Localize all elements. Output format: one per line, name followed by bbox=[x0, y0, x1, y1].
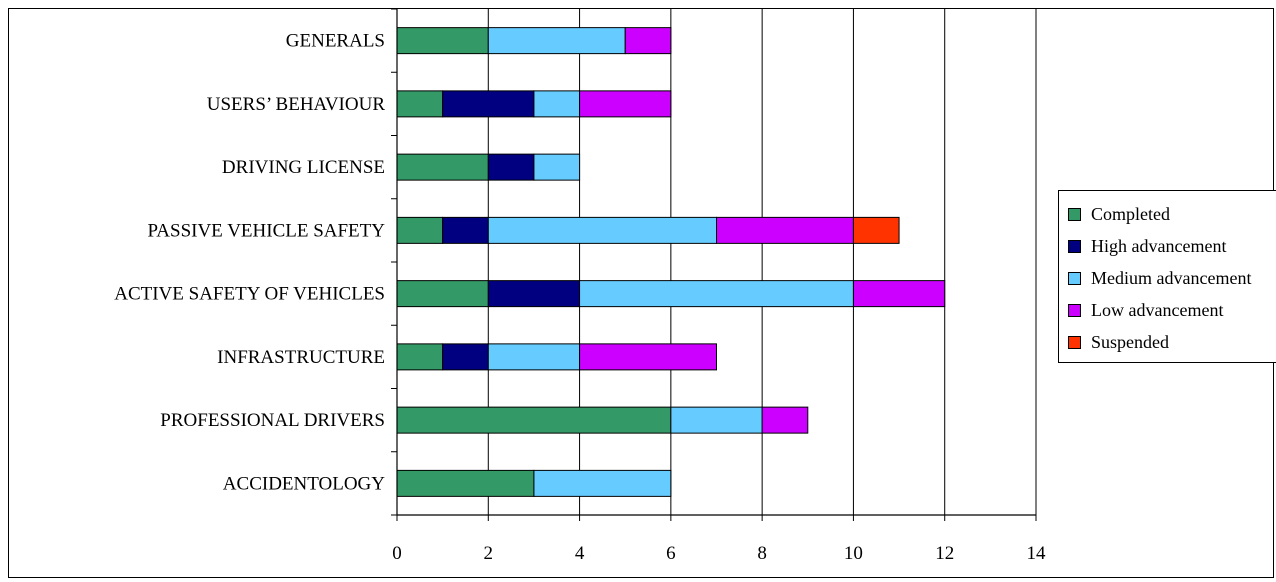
bar-segment bbox=[579, 343, 717, 371]
x-tick-label: 4 bbox=[575, 543, 585, 564]
bar-segment bbox=[579, 90, 672, 118]
legend-swatch bbox=[1068, 207, 1081, 221]
bar-segment bbox=[487, 27, 626, 55]
bar-segment bbox=[487, 343, 581, 371]
legend-swatch bbox=[1068, 335, 1081, 349]
legend-label: High advancement bbox=[1091, 235, 1227, 256]
bar-segment bbox=[533, 90, 581, 118]
bar-segment bbox=[442, 216, 489, 244]
legend-label: Suspended bbox=[1091, 331, 1169, 352]
legend-label: Completed bbox=[1091, 203, 1170, 224]
x-tick-label: 0 bbox=[392, 543, 402, 564]
category-label: DRIVING LICENSE bbox=[222, 157, 385, 178]
bar-segment bbox=[852, 280, 946, 308]
legend-item: High advancement bbox=[1059, 230, 1276, 262]
x-tick-label: 14 bbox=[1027, 543, 1047, 564]
legend-label: Low advancement bbox=[1091, 299, 1224, 320]
bar-segment bbox=[396, 153, 489, 181]
bar-segment bbox=[716, 216, 854, 244]
bar-segment bbox=[579, 280, 854, 308]
bar-segment bbox=[487, 280, 581, 308]
legend-item: Completed bbox=[1059, 198, 1276, 230]
bar-chart: GENERALS USERS’ BEHAVIOUR DRIVING LICENSE P… bbox=[114, 9, 1047, 564]
bar-segment bbox=[487, 216, 717, 244]
x-tick-label: 10 bbox=[844, 543, 863, 564]
chart-legend: Completed High advancement Medium advancem… bbox=[1058, 190, 1276, 363]
category-label: USERS’ BEHAVIOUR bbox=[207, 94, 386, 115]
category-label: GENERALS bbox=[286, 31, 385, 52]
bar-segment bbox=[487, 153, 535, 181]
bar-segment bbox=[396, 216, 444, 244]
x-tick-label: 12 bbox=[935, 543, 954, 564]
x-tick-label: 2 bbox=[484, 543, 494, 564]
legend-swatch bbox=[1068, 239, 1081, 253]
bar-segment bbox=[396, 343, 444, 371]
bar-segment bbox=[670, 406, 763, 434]
legend-swatch bbox=[1068, 303, 1081, 317]
bar-segment bbox=[761, 406, 809, 434]
legend-item: Low advancement bbox=[1059, 294, 1276, 326]
legend-item: Medium advancement bbox=[1059, 262, 1276, 294]
category-label: INFRASTRUCTURE bbox=[217, 347, 385, 368]
chart-frame: GENERALS USERS’ BEHAVIOUR DRIVING LICENSE P… bbox=[8, 8, 1276, 578]
bar-segment bbox=[852, 216, 900, 244]
category-label: ACCIDENTOLOGY bbox=[223, 473, 385, 494]
bar-segment bbox=[396, 280, 489, 308]
legend-item: Suspended bbox=[1059, 326, 1276, 358]
category-label: PASSIVE VEHICLE SAFETY bbox=[147, 220, 385, 241]
bar-segment bbox=[396, 90, 444, 118]
bar-segment bbox=[442, 90, 535, 118]
bar-segment bbox=[533, 469, 672, 497]
category-label: ACTIVE SAFETY OF VEHICLES bbox=[114, 284, 385, 305]
x-tick-label: 8 bbox=[757, 543, 767, 564]
legend-label: Medium advancement bbox=[1091, 267, 1252, 288]
bar-segment bbox=[396, 406, 672, 434]
legend-swatch bbox=[1068, 271, 1081, 285]
bar-segment bbox=[533, 153, 581, 181]
bar-segment bbox=[396, 27, 489, 55]
bar-segment bbox=[396, 469, 535, 497]
bar-segment bbox=[442, 343, 489, 371]
bar-segment bbox=[624, 27, 672, 55]
x-tick-label: 6 bbox=[666, 543, 676, 564]
category-label: PROFESSIONAL DRIVERS bbox=[160, 410, 385, 431]
